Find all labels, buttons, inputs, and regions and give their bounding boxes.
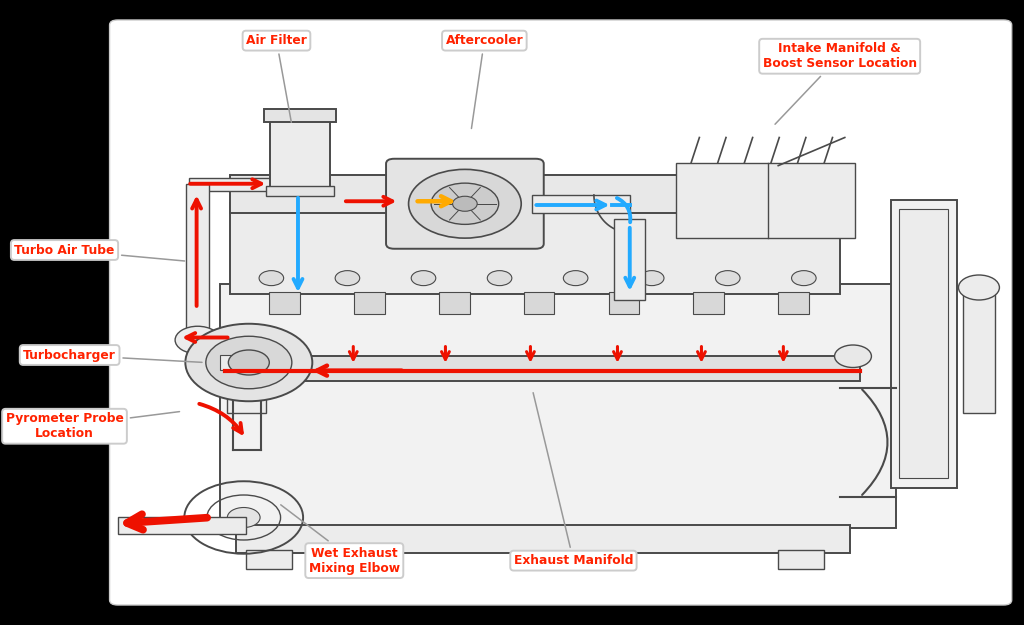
Bar	[270, 120, 330, 194]
Circle shape	[227, 508, 260, 528]
Bar	[230, 175, 840, 213]
Circle shape	[835, 345, 871, 368]
Bar	[220, 284, 896, 528]
Circle shape	[335, 271, 359, 286]
Bar	[269, 292, 300, 314]
FancyBboxPatch shape	[386, 159, 544, 249]
Circle shape	[228, 350, 269, 375]
Bar	[227, 361, 266, 413]
Circle shape	[412, 271, 436, 286]
FancyArrowPatch shape	[862, 389, 888, 495]
Bar	[189, 177, 273, 191]
Bar	[778, 550, 824, 569]
Bar	[230, 203, 840, 294]
Bar	[439, 292, 470, 314]
Bar	[523, 292, 555, 314]
Circle shape	[259, 271, 284, 286]
Circle shape	[563, 271, 588, 286]
Circle shape	[431, 183, 499, 224]
Bar	[891, 200, 957, 488]
Bar	[186, 184, 209, 340]
Circle shape	[175, 326, 220, 354]
Bar	[963, 288, 995, 412]
Text: Wet Exhaust
Mixing Elbow: Wet Exhaust Mixing Elbow	[281, 505, 399, 574]
Bar	[246, 550, 292, 569]
Bar	[225, 356, 860, 381]
Text: Exhaust Manifold: Exhaust Manifold	[514, 392, 633, 567]
Circle shape	[639, 271, 664, 286]
Circle shape	[206, 336, 292, 389]
FancyBboxPatch shape	[110, 20, 1012, 605]
Circle shape	[487, 271, 512, 286]
Circle shape	[958, 275, 999, 300]
Circle shape	[792, 271, 816, 286]
Bar	[778, 292, 809, 314]
Bar	[899, 209, 948, 478]
Bar	[264, 109, 336, 122]
Bar	[693, 292, 724, 314]
Bar	[532, 195, 630, 212]
Bar	[220, 355, 253, 370]
Text: Turbocharger: Turbocharger	[24, 349, 202, 362]
Bar	[614, 219, 645, 300]
Circle shape	[409, 169, 521, 238]
Bar	[236, 525, 850, 553]
Text: Turbo Air Tube: Turbo Air Tube	[14, 244, 184, 261]
Bar	[354, 292, 385, 314]
Bar	[266, 186, 334, 196]
Text: Pyrometer Probe
Location: Pyrometer Probe Location	[5, 412, 179, 440]
Bar	[118, 517, 246, 534]
Circle shape	[453, 196, 477, 211]
Circle shape	[185, 324, 312, 401]
Circle shape	[716, 271, 740, 286]
Text: Aftercooler: Aftercooler	[445, 34, 523, 129]
Text: Air Filter: Air Filter	[246, 34, 307, 123]
Bar	[608, 292, 639, 314]
Bar	[676, 162, 855, 238]
Text: Intake Manifold &
Boost Sensor Location: Intake Manifold & Boost Sensor Location	[763, 42, 916, 124]
